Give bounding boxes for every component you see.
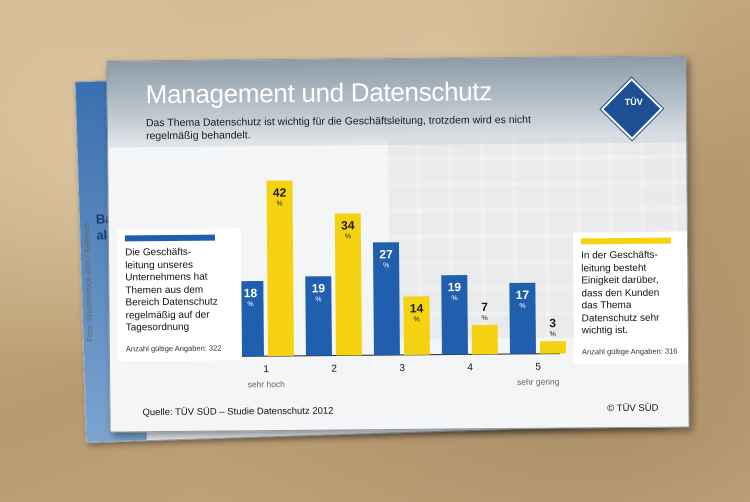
x-tick-label-5: 5 bbox=[535, 362, 541, 373]
x-tick-label-3: 3 bbox=[399, 363, 405, 374]
data-unit-s1-2: % bbox=[315, 296, 321, 303]
bar-s1-4 bbox=[441, 275, 468, 355]
legend-left: Die Geschäfts- leitung unseres Unternehm… bbox=[116, 228, 243, 362]
data-unit-s1-4: % bbox=[451, 295, 457, 302]
x-tick-label-1: 1 bbox=[263, 364, 269, 375]
data-unit-s2-4: % bbox=[482, 315, 488, 322]
bar-s2-2 bbox=[334, 213, 362, 356]
data-label-s1-3: 27 bbox=[379, 247, 393, 261]
data-label-s2-2: 34 bbox=[341, 218, 355, 232]
bar-s1-2 bbox=[305, 276, 332, 356]
data-unit-s1-3: % bbox=[383, 262, 389, 269]
legend-right-text: In der Geschäfts- leitung besteht Einigk… bbox=[581, 249, 660, 337]
x-tick-sublabel-5: sehr gering bbox=[517, 377, 560, 387]
data-unit-s2-5: % bbox=[550, 331, 556, 338]
bar-s1-5 bbox=[509, 282, 536, 355]
bar-s2-5 bbox=[539, 341, 566, 354]
data-label-s2-1: 42 bbox=[273, 186, 287, 200]
data-label-s2-5: 3 bbox=[549, 316, 556, 330]
data-unit-s2-1: % bbox=[276, 201, 282, 208]
data-label-s1-2: 19 bbox=[312, 281, 326, 295]
data-unit-s1-5: % bbox=[519, 303, 525, 310]
data-label-s1-5: 17 bbox=[516, 288, 530, 302]
data-label-s2-3: 14 bbox=[410, 301, 424, 315]
data-unit-s1-1: % bbox=[247, 301, 253, 308]
legend-right: In der Geschäfts- leitung besteht Einigk… bbox=[572, 231, 690, 365]
data-unit-s2-2: % bbox=[345, 233, 351, 240]
bar-s1-1 bbox=[237, 280, 264, 357]
legend-blue-swatch bbox=[124, 234, 215, 242]
bar-s1-3 bbox=[372, 242, 400, 356]
data-label-s2-4: 7 bbox=[481, 300, 488, 314]
source-text: Quelle: TÜV SÜD – Studie Datenschutz 201… bbox=[142, 405, 334, 419]
bar-s2-3 bbox=[403, 296, 430, 355]
x-tick-sublabel-1: sehr hoch bbox=[248, 379, 286, 389]
legend-right-note: Anzahl gültige Angaben: 316 bbox=[581, 346, 678, 356]
x-tick-label-2: 2 bbox=[331, 364, 337, 375]
data-unit-s2-3: % bbox=[414, 316, 420, 323]
bar-s2-4 bbox=[471, 324, 498, 355]
data-label-s1-4: 19 bbox=[448, 280, 462, 294]
copyright-text: © TÜV SÜD bbox=[607, 402, 659, 415]
legend-left-text: Die Geschäfts- leitung unseres Unternehm… bbox=[125, 246, 218, 334]
infographic-card: Management und Datenschutz Das Thema Dat… bbox=[106, 55, 690, 433]
legend-yellow-swatch bbox=[580, 237, 672, 245]
bar-s2-1 bbox=[266, 180, 294, 357]
data-label-s1-1: 18 bbox=[244, 286, 258, 300]
legend-left-note: Anzahl gültige Angaben: 322 bbox=[125, 343, 222, 353]
x-tick-label-4: 4 bbox=[467, 362, 473, 373]
